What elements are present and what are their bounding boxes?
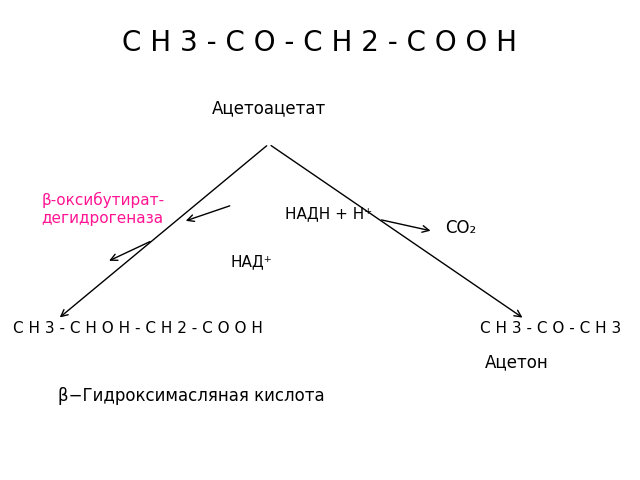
Text: β-оксибутират-
дегидрогеназа: β-оксибутират- дегидрогеназа bbox=[42, 192, 164, 226]
Text: C H 3 - C H O H - C H 2 - C O O H: C H 3 - C H O H - C H 2 - C O O H bbox=[13, 321, 262, 336]
Text: НАДН + Н⁺: НАДН + Н⁺ bbox=[285, 206, 372, 221]
Text: НАД⁺: НАД⁺ bbox=[230, 254, 272, 269]
Text: β−Гидроксимасляная кислота: β−Гидроксимасляная кислота bbox=[58, 387, 324, 405]
Text: Ацетоацетат: Ацетоацетат bbox=[212, 100, 326, 118]
Text: CO₂: CO₂ bbox=[445, 219, 476, 237]
Text: C H 3 - C O - C H 3: C H 3 - C O - C H 3 bbox=[480, 321, 621, 336]
Text: Ацетон: Ацетон bbox=[485, 353, 549, 372]
Text: C H 3 - C O - C H 2 - C O O H: C H 3 - C O - C H 2 - C O O H bbox=[122, 29, 518, 57]
